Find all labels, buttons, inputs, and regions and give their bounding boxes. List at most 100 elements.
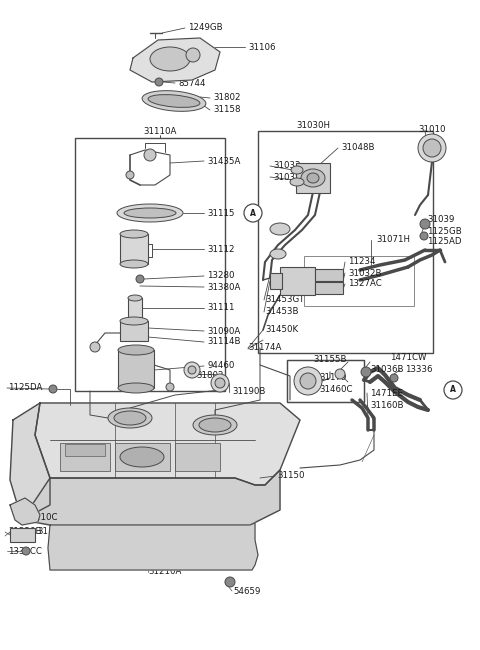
Text: 31179: 31179 [319,374,347,382]
Text: 31039: 31039 [427,214,455,224]
Circle shape [294,367,322,395]
Text: 31158: 31158 [213,105,240,114]
Text: 31114B: 31114B [207,337,240,346]
Circle shape [22,547,30,555]
Ellipse shape [270,223,290,235]
Polygon shape [35,403,300,485]
Bar [304,256,414,306]
Polygon shape [10,403,50,520]
Text: A: A [250,209,256,218]
Polygon shape [10,498,40,525]
Bar [315,282,343,294]
Text: 1327AC: 1327AC [348,280,382,289]
Circle shape [390,374,398,382]
Ellipse shape [307,173,319,183]
Ellipse shape [142,90,206,111]
Text: 1249GB: 1249GB [188,23,223,32]
Bar [60,443,110,471]
Text: 31450K: 31450K [265,326,298,335]
Circle shape [420,219,430,229]
Ellipse shape [301,169,325,187]
Text: 31032B: 31032B [348,268,382,278]
Bar [175,443,220,471]
Bar [120,234,148,264]
Text: 31380A: 31380A [207,283,240,291]
Bar [10,528,35,542]
Text: 31220B: 31220B [8,528,41,536]
Text: 31111: 31111 [207,304,235,313]
Text: 11234: 11234 [348,257,375,266]
Text: 31802: 31802 [196,372,224,380]
Text: 31112: 31112 [207,244,235,254]
Ellipse shape [150,47,190,71]
Bar [315,269,343,281]
Polygon shape [48,523,258,570]
Text: 31010: 31010 [418,125,446,135]
Circle shape [418,134,446,162]
Text: 1125DA: 1125DA [8,384,42,393]
Bar [120,321,148,341]
Text: 31106: 31106 [248,42,276,51]
Circle shape [155,78,163,86]
Circle shape [215,378,225,388]
Circle shape [144,149,156,161]
Text: 85744: 85744 [178,79,205,88]
Circle shape [420,232,428,240]
Text: 94460: 94460 [207,361,234,370]
Text: 31115: 31115 [207,209,235,218]
Text: 31453GT: 31453GT [265,296,304,304]
Ellipse shape [120,447,164,467]
Text: 31071H: 31071H [376,235,410,244]
Ellipse shape [108,408,152,428]
Ellipse shape [148,95,200,107]
Text: 54659: 54659 [233,586,260,595]
Text: 1125AD: 1125AD [427,237,461,246]
Ellipse shape [270,249,286,259]
Text: 31190B: 31190B [232,387,265,396]
Bar [128,298,142,318]
Ellipse shape [118,383,154,393]
Text: 31035C: 31035C [273,172,307,181]
Bar [115,443,170,471]
Text: 31435A: 31435A [207,157,240,166]
Polygon shape [130,38,220,82]
Text: 31460C: 31460C [319,385,352,395]
Bar [65,444,105,456]
Circle shape [335,369,345,379]
Ellipse shape [118,345,154,355]
Ellipse shape [290,178,304,186]
Text: 31101A: 31101A [37,528,71,536]
Text: 31174A: 31174A [248,343,281,352]
Bar [75,138,225,391]
Circle shape [423,139,441,157]
Text: 31150: 31150 [277,471,304,480]
Bar [287,360,364,402]
Text: 1471EE: 1471EE [370,389,403,398]
Text: 31110A: 31110A [144,127,177,135]
Ellipse shape [199,418,231,432]
Bar [280,267,315,295]
Bar [296,163,330,193]
Circle shape [444,381,462,399]
Circle shape [300,373,316,389]
Circle shape [361,367,371,377]
Text: A: A [450,385,456,395]
Ellipse shape [291,166,303,174]
Circle shape [188,366,196,374]
Circle shape [244,204,262,222]
Ellipse shape [120,260,148,268]
Text: 31033: 31033 [273,161,300,170]
Circle shape [90,342,100,352]
Ellipse shape [114,411,146,425]
Text: 31802: 31802 [213,94,240,103]
Bar [258,131,433,353]
Ellipse shape [128,295,142,301]
Circle shape [211,374,229,392]
Polygon shape [22,470,280,525]
Text: 31453B: 31453B [265,307,299,317]
Text: 31160B: 31160B [370,400,404,410]
Ellipse shape [124,208,176,218]
Circle shape [49,385,57,393]
Circle shape [184,362,200,378]
Ellipse shape [120,317,148,325]
